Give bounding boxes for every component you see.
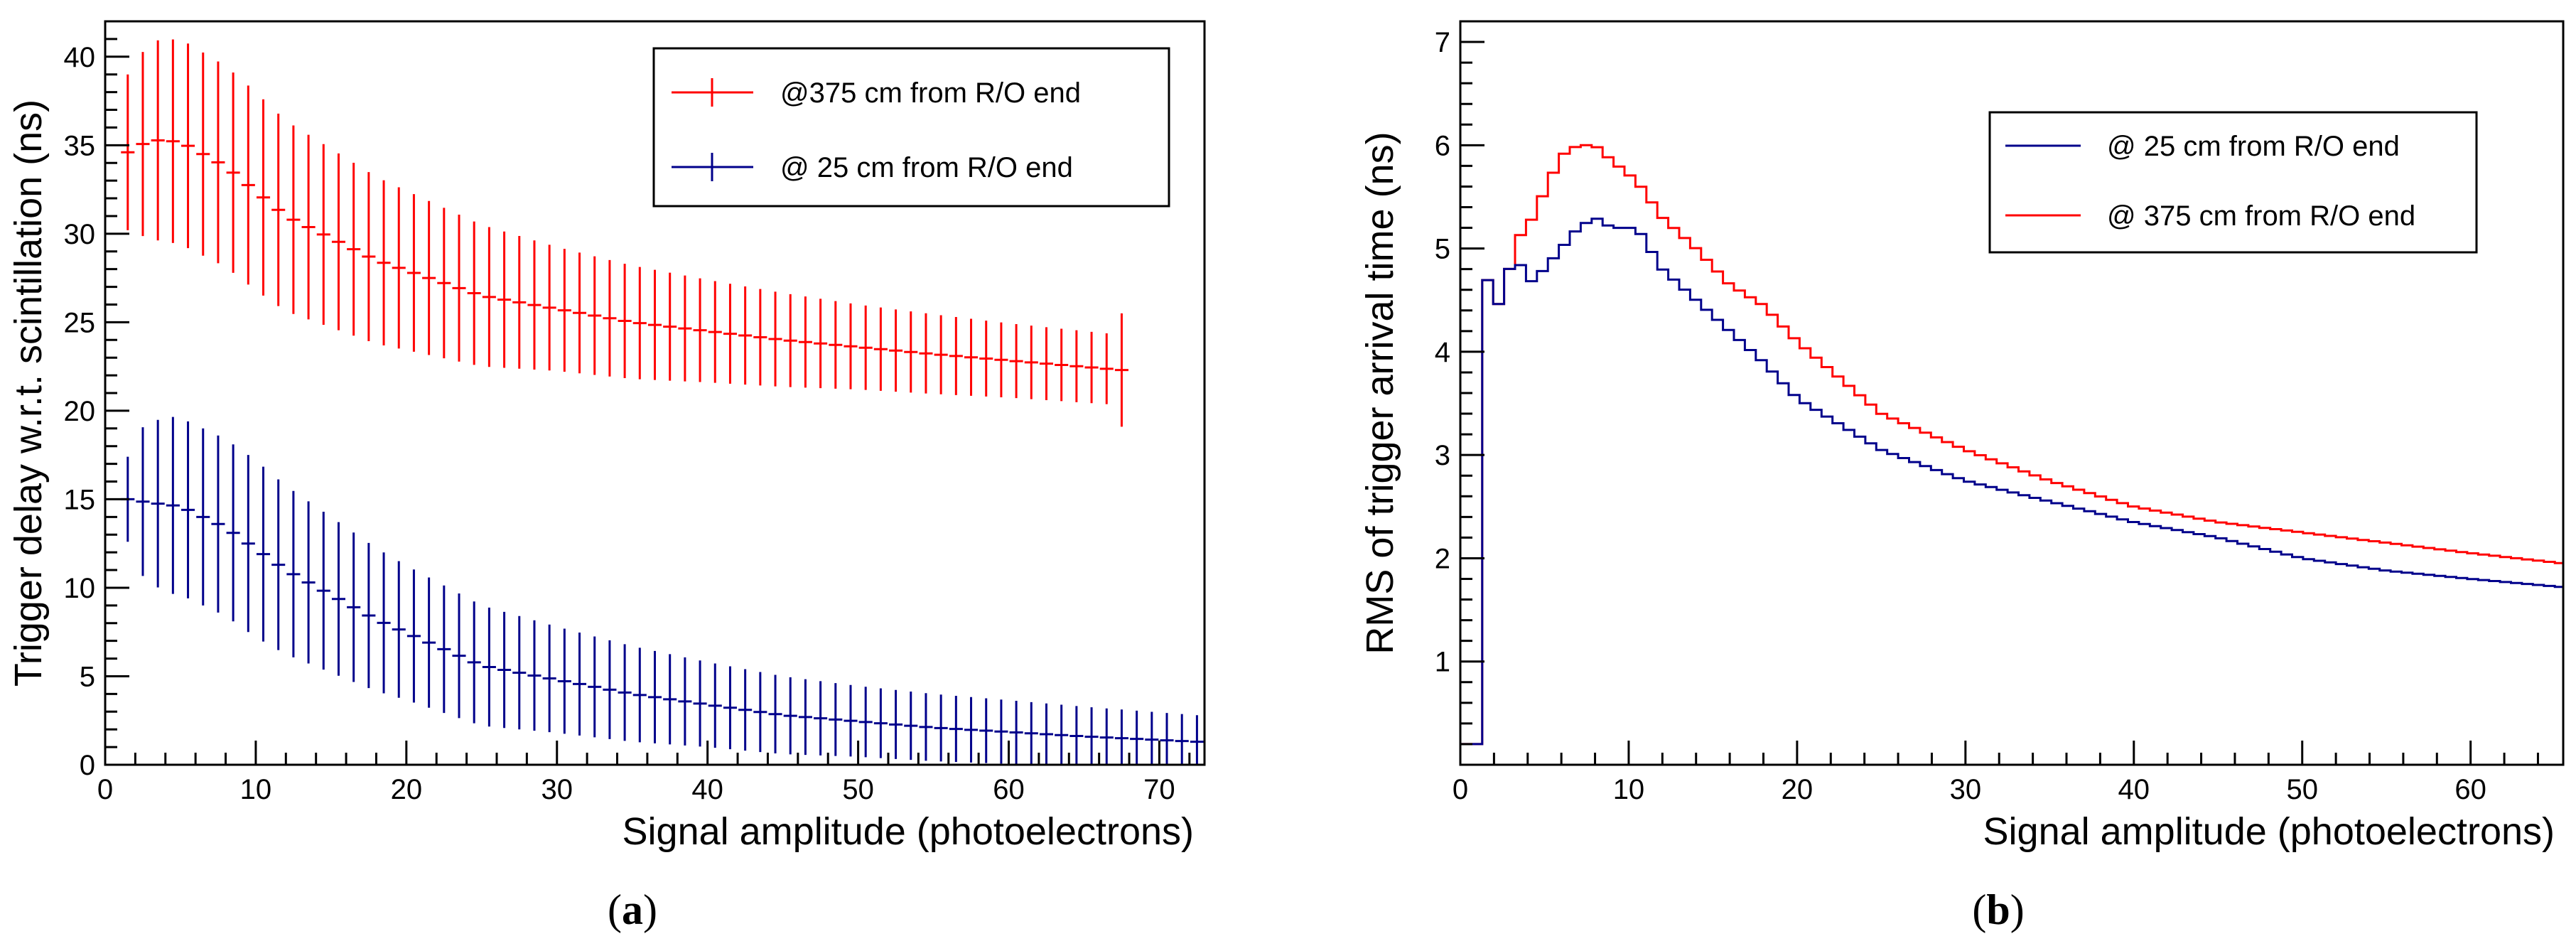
panel-a-y-tick-label: 35 (64, 130, 96, 161)
panel-b-x-axis-label: Signal amplitude (photoelectrons) (1983, 810, 2555, 853)
panel-a-caption-open: ( (608, 886, 622, 933)
panel-b-y-tick-label: 2 (1435, 543, 1450, 574)
panel-b-caption: (b) (1972, 886, 2024, 933)
panel-a-legend-box (652, 47, 1170, 208)
panel-a-caption-close: ) (643, 886, 657, 933)
panel-b-y-tick-label: 6 (1435, 130, 1450, 161)
panel-a-y-tick-label: 0 (80, 750, 95, 781)
panel-a-x-tick-label: 50 (842, 774, 874, 805)
panel-a-y-axis-label: Trigger delay w.r.t. scintillation (ns) (7, 100, 50, 687)
panel-a-x-axis-label: Signal amplitude (photoelectrons) (623, 810, 1194, 853)
panel-a-caption: (a) (608, 886, 657, 933)
panel-b-legend-label-375cm: @ 375 cm from R/O end (2107, 200, 2415, 232)
panel-b-legend: @ 25 cm from R/O end @ 375 cm from R/O e… (1988, 111, 2478, 254)
panel-a-y-tick-label: 40 (64, 42, 96, 73)
panel-a-x-tick-label: 30 (541, 774, 573, 805)
panel-b-x-tick-label: 50 (2286, 774, 2318, 805)
panel-b-histogram-25cm (1460, 217, 2563, 746)
panel-b-x-tick-label: 30 (1950, 774, 1982, 805)
panel-a-ticks: 0 10 20 30 40 50 60 70 0 5 10 15 20 25 30 35 40 (64, 20, 1191, 805)
panel-a-x-tick-label: 60 (993, 774, 1025, 805)
panel-a-x-tick-label: 70 (1143, 774, 1175, 805)
panel-b-caption-open: ( (1972, 886, 1986, 933)
panel-b-x-tick-label: 0 (1453, 774, 1468, 805)
panel-b-y-tick-label: 5 (1435, 234, 1450, 265)
panel-b-data-marks (1460, 144, 2563, 746)
panel-b: 0 10 20 30 40 50 60 1 2 3 4 5 6 7 Signal amplitude (p… (1359, 20, 2565, 933)
panel-a-y-tick-label: 25 (64, 307, 96, 338)
panel-b-legend-label-25cm: @ 25 cm from R/O end (2107, 131, 2400, 162)
panel-a-caption-letter: a (622, 886, 643, 933)
panel-b-y-tick-label: 7 (1435, 27, 1450, 58)
panel-b-caption-letter: b (1986, 886, 2010, 933)
panel-a-y-tick-label: 5 (80, 661, 95, 692)
panel-a-y-tick-label: 30 (64, 219, 96, 250)
panel-b-y-tick-label: 3 (1435, 440, 1450, 471)
panel-a-y-tick-label: 15 (64, 484, 96, 515)
panel-b-y-tick-label: 1 (1435, 647, 1450, 678)
panel-a-y-tick-label: 10 (64, 573, 96, 604)
panel-b-ticks: 0 10 20 30 40 50 60 1 2 3 4 5 6 7 (1435, 20, 2539, 805)
panel-a-y-tick-label: 20 (64, 396, 96, 427)
panel-a-data-marks (121, 39, 1204, 765)
panel-b-y-tick-label: 4 (1435, 337, 1450, 368)
panel-a-x-tick-label: 40 (691, 774, 723, 805)
panel-a-legend-label-25cm: @ 25 cm from R/O end (780, 152, 1073, 183)
panel-b-y-axis-label: RMS of trigger arrival time (ns) (1359, 131, 1401, 654)
panel-a-x-tick-label: 0 (97, 774, 113, 805)
panel-a: 0 10 20 30 40 50 60 70 0 5 10 15 20 25 30 35 40 Signal a… (7, 20, 1206, 933)
panel-b-x-tick-label: 60 (2454, 774, 2486, 805)
panel-a-legend: @375 cm from R/O end @ 25 cm from R/O en… (652, 47, 1170, 208)
panel-a-x-tick-label: 20 (391, 774, 423, 805)
panel-a-x-tick-label: 10 (240, 774, 272, 805)
panel-b-histogram-375cm (1460, 144, 2563, 746)
panel-b-x-tick-label: 40 (2118, 774, 2150, 805)
panel-a-legend-label-375cm: @375 cm from R/O end (780, 77, 1081, 109)
panel-b-legend-box (1988, 111, 2478, 254)
panel-b-x-tick-label: 20 (1782, 774, 1814, 805)
panel-b-x-tick-label: 10 (1613, 774, 1645, 805)
panel-b-caption-close: ) (2010, 886, 2025, 933)
